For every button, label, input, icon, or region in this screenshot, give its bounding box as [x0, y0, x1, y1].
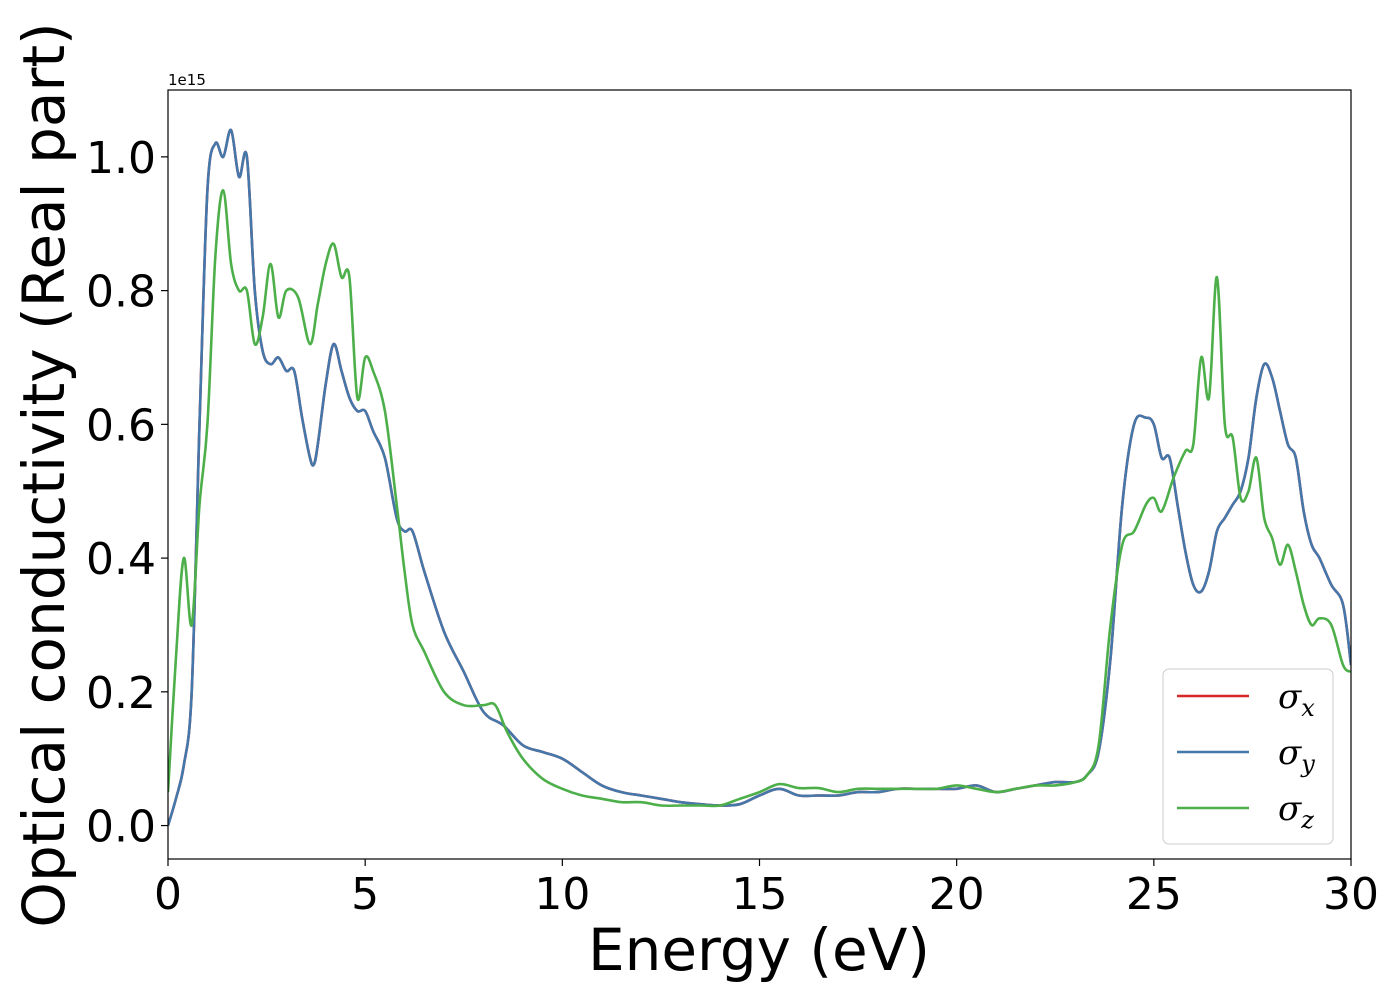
series-layer — [168, 128, 1351, 826]
x-tick-label: 20 — [929, 869, 985, 920]
y-axis-ticks: 0.0 0.2 0.4 0.6 0.8 1.0 — [86, 133, 168, 853]
x-tick-label: 15 — [732, 869, 788, 920]
x-tick-label: 0 — [154, 869, 182, 920]
y-tick-label: 0.0 — [86, 802, 156, 853]
legend-box — [1162, 668, 1334, 845]
y-axis-label: Optical conductivity (Real part) — [10, 22, 78, 927]
y-tick-label: 1.0 — [86, 133, 156, 184]
x-axis-label: Energy (eV) — [588, 916, 930, 984]
x-tick-label: 25 — [1126, 869, 1182, 920]
y-tick-label: 0.4 — [86, 534, 156, 585]
x-tick-label: 30 — [1323, 869, 1379, 920]
x-tick-label: 5 — [351, 869, 379, 920]
y-tick-label: 0.8 — [86, 267, 156, 318]
x-tick-label: 10 — [534, 869, 590, 920]
y-tick-label: 0.2 — [86, 668, 156, 719]
x-axis-ticks: 0 5 10 15 20 25 30 — [154, 859, 1379, 920]
series-line-z — [168, 188, 1351, 808]
y-offset-label: 1e15 — [168, 71, 206, 89]
y-tick-label: 0.6 — [86, 400, 156, 451]
